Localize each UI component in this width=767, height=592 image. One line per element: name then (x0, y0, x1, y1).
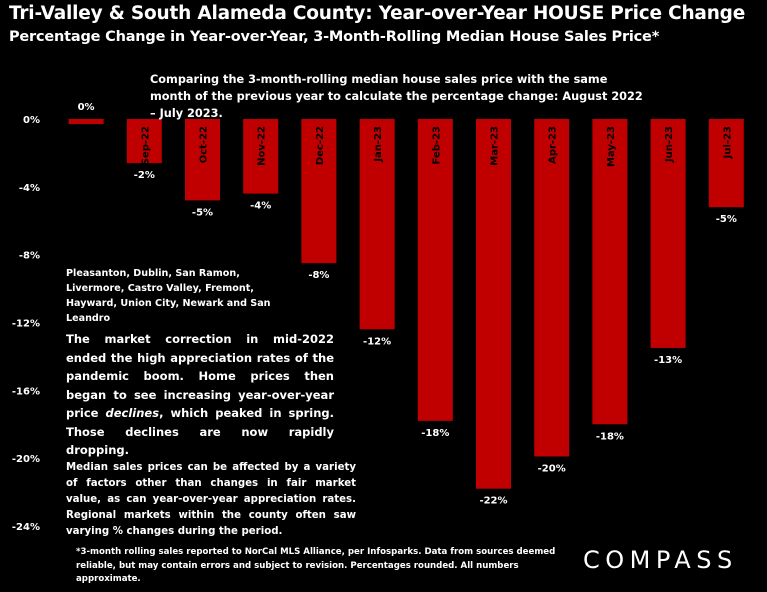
data-label: -8% (308, 270, 329, 281)
x-tick-label: Feb-23 (431, 126, 442, 164)
bar (185, 119, 220, 201)
bar (301, 119, 337, 264)
x-tick-label: Mar-23 (490, 126, 501, 166)
chart-subtitle: Percentage Change in Year-over-Year, 3-M… (9, 29, 660, 45)
data-label: -5% (716, 214, 737, 225)
x-tick-label: Nov-22 (257, 126, 268, 166)
data-label: -18% (596, 431, 624, 442)
data-label: -20% (538, 463, 566, 474)
category-labels: Aug-22 Sep-22 Oct-22 Nov-22 Dec-22 Jan-23 Feb-… (82, 126, 733, 167)
x-tick-label: Jun-23 (664, 126, 675, 163)
data-label: -4% (250, 201, 271, 212)
bar (592, 119, 628, 425)
x-tick-label: Sep-22 (140, 126, 151, 165)
y-tick-label: -8% (19, 251, 40, 262)
bar (68, 119, 104, 125)
data-label: -12% (363, 336, 391, 347)
footnote: *3-month rolling sales reported to NorCa… (76, 547, 556, 584)
y-tick-label: -20% (12, 454, 40, 465)
data-label: -5% (192, 207, 213, 218)
compass-logo: COMPASS (583, 546, 738, 574)
methodology-note: Comparing the 3-month-rolling median hou… (150, 73, 643, 120)
y-tick-label: -16% (12, 386, 40, 397)
bar (243, 119, 279, 194)
y-axis: 0% -4% -8% -12% -16% -20% -24% (12, 115, 40, 533)
bar (534, 119, 570, 457)
y-tick-label: -24% (12, 522, 40, 533)
data-label: -2% (134, 170, 155, 181)
chart-title: Tri-Valley & South Alameda County: Year-… (9, 3, 746, 24)
y-tick-label: 0% (23, 115, 40, 126)
commentary-text-a: The market correction in mid-2022 ended … (66, 332, 334, 420)
commentary-emphasis: declines (105, 406, 160, 420)
x-tick-label: Aug-22 (82, 126, 93, 166)
bar (650, 119, 686, 348)
x-tick-label: Dec-22 (315, 126, 326, 165)
x-tick-label: May-23 (606, 126, 617, 167)
data-label: 0% (78, 102, 95, 113)
y-tick-label: -12% (12, 319, 40, 330)
data-label: -22% (479, 496, 507, 507)
commentary-text-b: , which peaked in spring. Those declines… (66, 406, 334, 457)
bar (359, 119, 395, 330)
disclaimer-paragraph: Median sales prices can be affected by a… (66, 462, 356, 537)
bar (126, 119, 162, 164)
data-labels: 0% -2% -5% -4% -8% -12% -18% -22% -20% -18% -13% -5… (78, 102, 737, 507)
x-tick-label: Oct-22 (199, 126, 210, 163)
bars (68, 119, 744, 489)
region-note: Pleasanton, Dublin, San Ramon, Livermore… (66, 268, 271, 324)
x-tick-label: Jul-23 (722, 126, 733, 159)
data-label: -18% (421, 428, 449, 439)
bar (708, 119, 744, 208)
data-label: -13% (654, 355, 682, 366)
bar (417, 119, 453, 421)
bar (476, 119, 511, 489)
x-tick-label: Jan-23 (373, 126, 384, 163)
x-tick-label: Apr-23 (548, 126, 559, 164)
y-tick-label: -4% (19, 183, 40, 194)
market-commentary: The market correction in mid-2022 ended … (66, 330, 334, 460)
